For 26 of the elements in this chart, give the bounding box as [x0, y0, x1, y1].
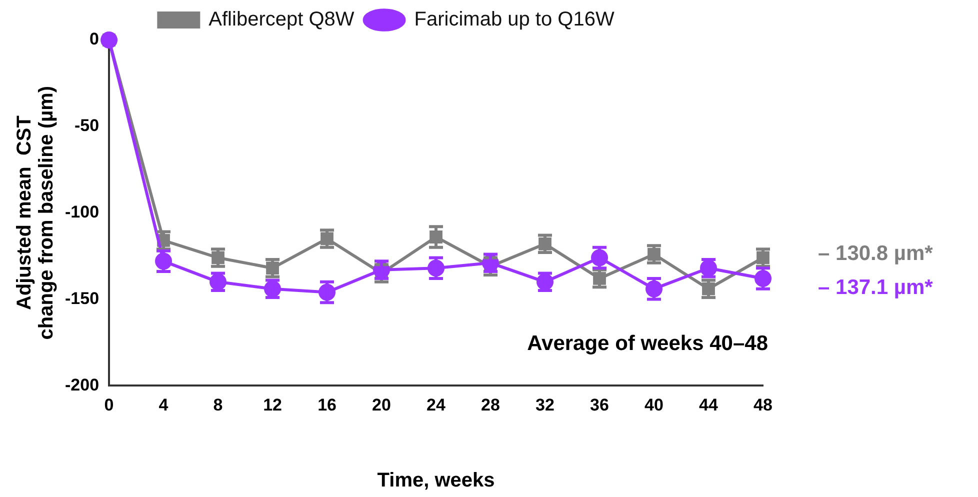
y-tick-label: -200	[64, 375, 100, 394]
x-tick-label: 36	[590, 395, 609, 414]
legend-label: Aflibercept Q8W	[208, 8, 354, 31]
x-tick-label: 32	[536, 395, 554, 414]
x-tick-label: 8	[213, 395, 223, 414]
x-tick-label: 28	[481, 395, 500, 414]
x-tick-label: 40	[644, 395, 664, 414]
y-axis-title: Adjusted mean CST change from baseline (µm)	[14, 86, 58, 340]
x-tick-label: 12	[263, 395, 282, 414]
annotation: Average of weeks 40–48	[527, 332, 768, 355]
y-tick-label: -150	[64, 288, 100, 308]
x-axis-title: Time, weeks	[377, 470, 495, 492]
x-tick-label: 0	[104, 395, 114, 414]
x-tick-label: 48	[754, 395, 772, 414]
x-tick-label: 20	[372, 395, 391, 414]
y-tick-label: -100	[64, 202, 100, 222]
legend-label: Faricimab up to Q16W	[414, 8, 614, 31]
x-tick-label: 16	[318, 395, 336, 414]
x-tick-label: 24	[426, 395, 446, 414]
point	[100, 32, 118, 48]
text: – 137.1 µm*	[818, 276, 934, 300]
y-tick-label: -50	[74, 116, 100, 136]
text: – 130.8 µm*	[818, 242, 934, 266]
y-tick-label: 0	[90, 30, 100, 49]
x-tick-label: 4	[158, 395, 169, 414]
x-tick-label: 44	[699, 395, 718, 414]
